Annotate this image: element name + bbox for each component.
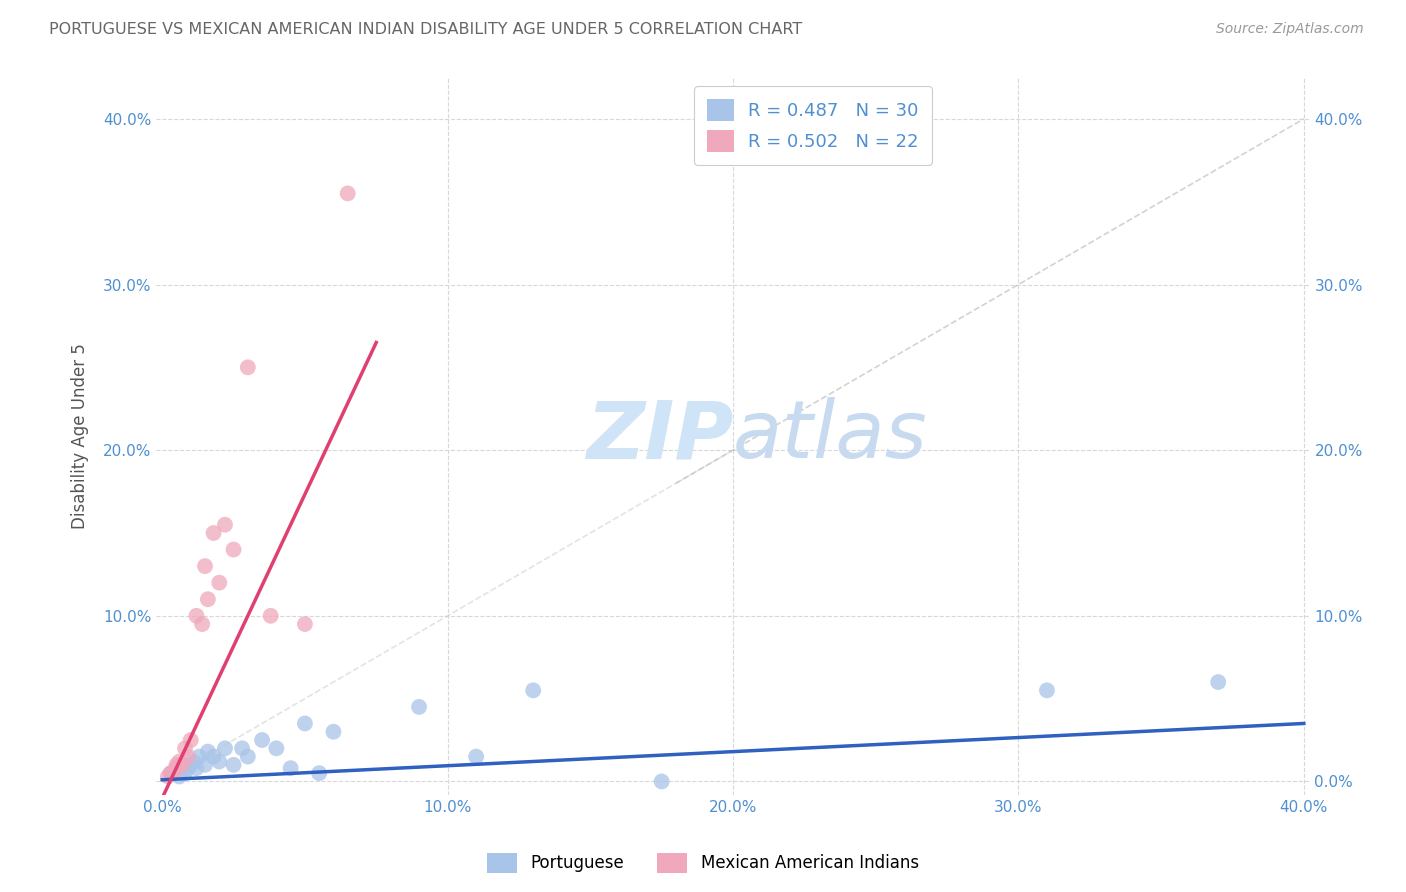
Point	[1206, 675, 1229, 690]
Point	[308, 766, 330, 780]
Point	[197, 592, 219, 607]
Point	[194, 559, 217, 574]
Point	[169, 755, 191, 769]
Point	[214, 741, 236, 756]
Point	[214, 517, 236, 532]
Point	[202, 526, 225, 541]
Point	[159, 766, 181, 780]
Point	[169, 769, 191, 783]
Point	[465, 749, 488, 764]
Point	[202, 749, 225, 764]
Point	[177, 761, 200, 775]
Point	[188, 749, 211, 764]
Point	[336, 186, 359, 201]
Point	[294, 716, 316, 731]
Point	[208, 755, 231, 769]
Point	[197, 745, 219, 759]
Point	[174, 766, 197, 780]
Point	[222, 757, 245, 772]
Legend: R = 0.487   N = 30, R = 0.502   N = 22: R = 0.487 N = 30, R = 0.502 N = 22	[695, 87, 932, 165]
Point	[236, 360, 259, 375]
Point	[259, 608, 281, 623]
Point	[191, 617, 214, 632]
Point	[266, 741, 288, 756]
Point	[408, 699, 430, 714]
Point	[166, 761, 188, 775]
Point	[156, 769, 179, 783]
Point	[231, 741, 253, 756]
Legend: Portuguese, Mexican American Indians: Portuguese, Mexican American Indians	[481, 847, 925, 880]
Text: PORTUGUESE VS MEXICAN AMERICAN INDIAN DISABILITY AGE UNDER 5 CORRELATION CHART: PORTUGUESE VS MEXICAN AMERICAN INDIAN DI…	[49, 22, 803, 37]
Point	[177, 749, 200, 764]
Point	[222, 542, 245, 557]
Point	[180, 733, 202, 747]
Point	[166, 761, 188, 775]
Point	[1036, 683, 1059, 698]
Point	[172, 757, 194, 772]
Point	[183, 755, 205, 769]
Point	[294, 617, 316, 632]
Text: atlas: atlas	[733, 397, 928, 475]
Point	[162, 766, 184, 780]
Text: Source: ZipAtlas.com: Source: ZipAtlas.com	[1216, 22, 1364, 37]
Point	[522, 683, 544, 698]
Text: ZIP: ZIP	[586, 397, 733, 475]
Point	[250, 733, 273, 747]
Point	[208, 575, 231, 590]
Point	[174, 741, 197, 756]
Point	[236, 749, 259, 764]
Point	[194, 757, 217, 772]
Point	[186, 761, 208, 775]
Point	[322, 724, 344, 739]
Point	[166, 757, 188, 772]
Point	[180, 757, 202, 772]
Point	[159, 766, 181, 780]
Y-axis label: Disability Age Under 5: Disability Age Under 5	[72, 343, 89, 529]
Point	[172, 757, 194, 772]
Point	[186, 608, 208, 623]
Point	[280, 761, 302, 775]
Point	[651, 774, 673, 789]
